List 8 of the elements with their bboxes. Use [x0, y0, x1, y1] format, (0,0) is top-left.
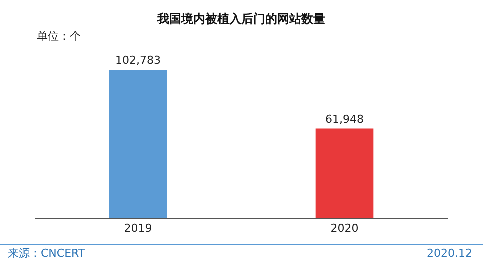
- source-note: 来源：CNCERT: [8, 247, 86, 260]
- x-tick-label: 2019: [124, 222, 152, 236]
- x-tick-label: 2020: [330, 222, 359, 236]
- text: 单位：个: [37, 30, 81, 43]
- text: 2020.12: [427, 247, 472, 260]
- data-label: 102,783: [116, 54, 161, 67]
- data-label: 61,948: [326, 112, 364, 126]
- chart-title: 我国境内被植入后门的网站数量: [156, 12, 326, 26]
